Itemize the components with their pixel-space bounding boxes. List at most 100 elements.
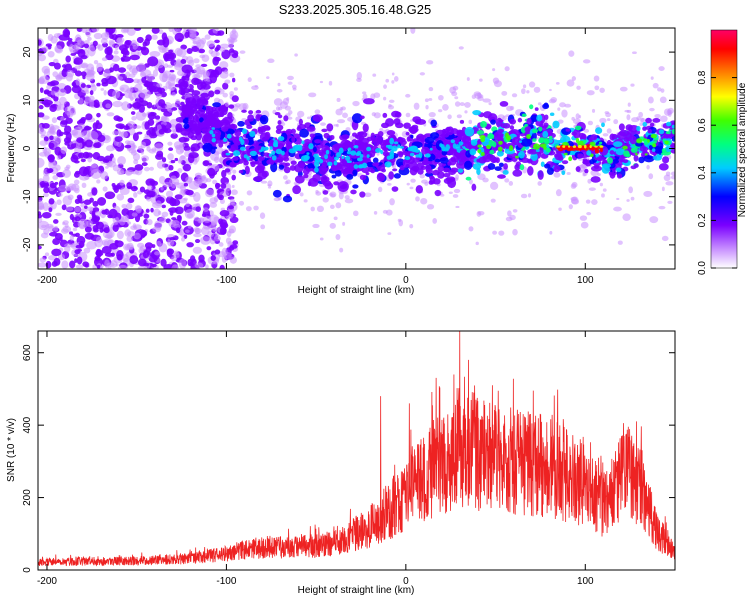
spectrogram-cell [171,107,178,111]
spectrogram-cell [149,132,158,139]
spectrogram-cell [143,213,150,219]
spectrogram-cell [102,186,108,192]
spectrogram-cell [87,36,92,41]
spectrogram-cell [424,98,429,103]
spectrogram-cell [468,226,474,232]
spectrogram-cell [642,121,648,127]
spectrogram-cell [71,81,77,87]
spectrogram-cell [191,90,201,96]
spectrogram-cell [249,130,256,138]
spectrogram-x-tick-label: 0 [403,275,409,286]
spectrogram-cell [174,83,180,88]
spectrogram-cell [309,133,316,138]
snr-x-tick-label: 0 [403,576,409,587]
spectrogram-cell [509,214,516,221]
spectrogram-cell [271,150,276,155]
spectrogram-cell [48,62,56,67]
spectrogram-cell [200,236,212,245]
spectrogram-cell [599,146,603,153]
spectrogram-cell [434,158,441,163]
spectrogram-cell [619,86,628,92]
spectrogram-cell [175,99,181,104]
spectrogram-cell [388,104,392,108]
spectrogram-cell [100,38,108,45]
spectrogram-cell [206,107,211,111]
spectrogram-cell [185,97,197,104]
spectrogram-cell [47,154,55,163]
spectrogram-cell [508,181,514,186]
spectrogram-cell [173,61,182,67]
spectrogram-cell [210,151,220,162]
spectrogram-cell [133,232,141,240]
spectrogram-y-label: Frequency (Hz) [6,114,17,183]
spectrogram-cell [635,152,638,156]
spectrogram-cell [649,122,655,127]
spectrogram-cell [104,47,112,56]
spectrogram-cell [599,117,607,124]
spectrogram-cell [321,128,328,133]
spectrogram-cell [571,76,576,81]
spectrogram-cell [362,91,367,95]
spectrogram-cell [94,255,101,262]
spectrogram-cell [75,264,84,269]
spectrogram-cell [425,164,432,172]
spectrogram-cell [323,132,330,139]
spectrogram-cell [177,159,183,164]
spectrogram-cell [151,34,158,40]
spectrogram-cell [626,114,631,121]
spectrogram-cell [41,65,50,74]
spectrogram-cell [273,98,283,106]
spectrogram-cell [69,260,76,269]
spectrogram-cell [389,198,395,206]
spectrogram-cell [174,157,179,162]
spectrogram-cell [377,172,384,179]
spectrogram-y-tick-label: 10 [22,94,33,106]
spectrogram-cell [382,150,389,157]
spectrogram-cell [455,205,460,209]
spectrogram-cell [84,205,88,209]
spectrogram-cell [154,251,161,256]
spectrogram-cell [65,55,71,63]
spectrogram-x-label: Height of straight line (km) [298,285,415,296]
spectrogram-cell [272,138,276,141]
spectrogram-cell [229,72,235,78]
spectrogram-cell [208,237,213,241]
spectrogram-cell [649,144,654,150]
spectrogram-cell [129,255,139,265]
spectrogram-cell [156,83,163,88]
spectrogram-cell [584,168,589,174]
spectrogram-cell [112,222,119,226]
spectrogram-cell [329,222,336,229]
spectrogram-cell [566,171,571,175]
spectrogram-cell [93,99,100,108]
spectrogram-cell [48,142,55,149]
spectrogram-cell [565,128,571,132]
spectrogram-cell [259,212,266,219]
spectrogram-cell [140,149,145,155]
spectrogram-cell [116,230,124,240]
spectrogram-cell [181,75,186,82]
spectrogram-cell [146,196,152,202]
spectrogram-cell [213,235,221,242]
spectrogram-cell [670,175,675,180]
spectrogram-cell [434,189,442,197]
spectrogram-cell [168,28,174,33]
spectrogram-cell [351,113,363,124]
spectrogram-cell [399,165,405,171]
spectrogram-cell [439,157,449,164]
spectrogram-cell [40,224,47,229]
spectrogram-cell [345,155,351,161]
spectrogram-cell [200,63,208,67]
spectrogram-cell [324,182,334,190]
spectrogram-cell [214,39,220,44]
spectrogram-cell [577,144,582,149]
spectrogram-cell [74,258,78,264]
spectrogram-cell [60,146,67,155]
spectrogram-cell [538,137,546,144]
spectrogram-cell [421,179,428,184]
spectrogram-cell [174,144,184,150]
spectrogram-cell [153,208,161,217]
spectrogram-cell [459,149,467,156]
spectrogram-cell [174,194,183,200]
spectrogram-cell [165,190,173,198]
